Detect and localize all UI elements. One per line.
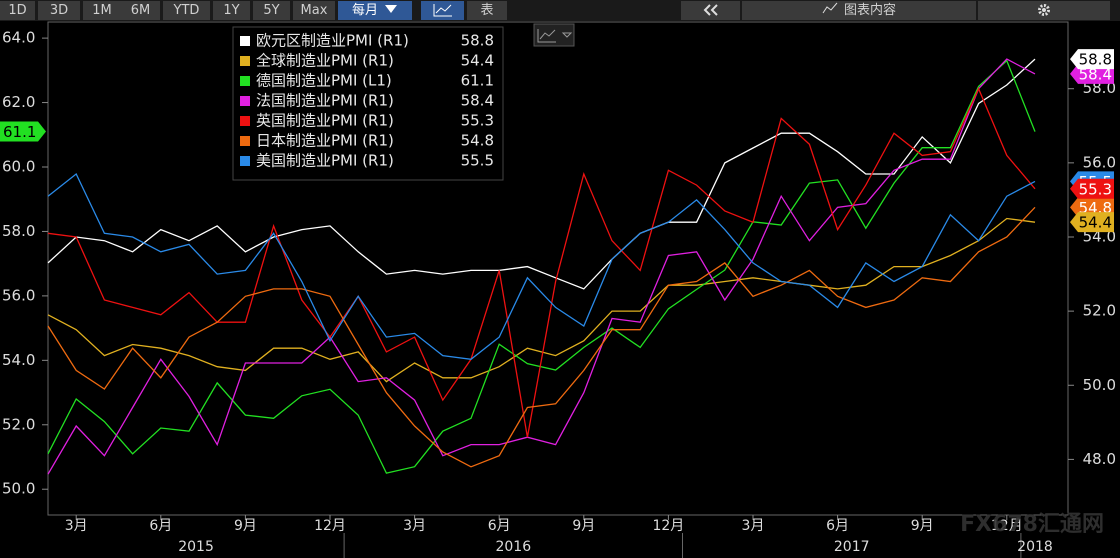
- collapse-button[interactable]: [681, 1, 740, 20]
- chart-content-button[interactable]: 图表内容: [742, 1, 976, 20]
- watermark: FX678汇通网: [960, 512, 1104, 537]
- y-tick-label: 56.0: [2, 286, 35, 304]
- x-tick-label: 12月: [652, 518, 684, 534]
- legend-swatch: [240, 36, 250, 46]
- chart-style-button[interactable]: [533, 23, 575, 47]
- x-tick-label: 3月: [742, 518, 765, 534]
- y2-tick-label: 50.0: [1083, 376, 1116, 394]
- y2-tick-label: 48.0: [1083, 450, 1116, 468]
- chart-type-button[interactable]: [421, 1, 464, 20]
- y2-tick-label: 56.0: [1083, 153, 1116, 171]
- legend-label: 全球制造业PMI (R1): [256, 52, 394, 70]
- range-button[interactable]: 1D: [0, 1, 35, 20]
- legend-label: 法国制造业PMI (R1): [256, 92, 394, 110]
- y-tick-label: 50.0: [2, 480, 35, 498]
- legend-swatch: [240, 136, 250, 146]
- range-button[interactable]: 1M: [83, 1, 121, 20]
- legend-label: 欧元区制造业PMI (R1): [256, 32, 409, 50]
- y-tick-label: 52.0: [2, 415, 35, 433]
- chart: 50.0 52.0 54.0 56.0 58.0 60.0 62.0 64.0 48.0 50.0…: [0, 21, 1116, 558]
- series-line: [47, 87, 1036, 438]
- frequency-label: 每月: [351, 3, 378, 18]
- year-label: 2018: [1017, 539, 1053, 555]
- legend-bg: [232, 26, 504, 181]
- value-tag: [0, 121, 46, 142]
- chart-icon: [433, 4, 452, 17]
- legend-swatch: [240, 56, 250, 66]
- range-button[interactable]: 6M: [121, 1, 160, 20]
- range-button[interactable]: Max: [293, 1, 335, 20]
- x-tick-label: 6月: [488, 518, 511, 534]
- frequency-button[interactable]: 每月: [338, 1, 412, 20]
- range-button[interactable]: 1Y: [213, 1, 250, 20]
- plot-area: [47, 21, 1069, 516]
- legend-value: 54.8: [461, 132, 494, 150]
- collapse-icon: [703, 4, 718, 16]
- toolbar: 1D 3D 1M 6M YTD 1Y 5Y Max 每月 表 图表内容: [0, 0, 1120, 21]
- legend: 欧元区制造业PMI (R1) 58.8 全球制造业PMI (R1) 54.4 德国制造业…: [232, 26, 504, 181]
- x-tick-label: 6月: [826, 518, 849, 534]
- legend-value: 58.4: [461, 92, 494, 110]
- range-button[interactable]: 3D: [38, 1, 80, 20]
- x-tick-label: 3月: [65, 518, 88, 534]
- x-tick-label: 9月: [911, 518, 934, 534]
- x-tick-label: 3月: [403, 518, 426, 534]
- value-label: 54.4: [1079, 214, 1112, 232]
- series-line: [47, 217, 1036, 383]
- value-label: 55.3: [1079, 180, 1112, 198]
- y-tick-label: 54.0: [2, 351, 35, 369]
- x-tick-label: 12月: [314, 518, 346, 534]
- value-label: 58.4: [1079, 65, 1112, 83]
- y-tick-label: 64.0: [2, 29, 35, 47]
- value-tag: [1070, 178, 1114, 199]
- year-label: 2015: [178, 539, 214, 555]
- series-line: [47, 58, 1036, 475]
- legend-swatch: [240, 156, 250, 166]
- legend-value: 61.1: [461, 72, 494, 90]
- y-tick-label: 58.0: [2, 222, 35, 240]
- x-tick-label: 9月: [234, 518, 257, 534]
- series-line: [47, 172, 1036, 360]
- series-line: [47, 59, 1036, 474]
- legend-label: 日本制造业PMI (R1): [256, 132, 394, 150]
- series-line: [47, 58, 1036, 290]
- x-tick-label: 12月: [991, 518, 1023, 534]
- value-tag: [1070, 212, 1114, 233]
- chart-style-icon: [537, 29, 573, 43]
- legend-swatch: [240, 116, 250, 126]
- legend-value: 55.3: [461, 112, 494, 130]
- range-button[interactable]: YTD: [163, 1, 210, 20]
- chart-style-bg: [533, 23, 575, 47]
- legend-label: 德国制造业PMI (L1): [256, 72, 392, 90]
- series-line: [47, 206, 1036, 468]
- legend-value: 58.8: [461, 32, 494, 50]
- gear-icon: [1038, 4, 1050, 16]
- value-label: 58.8: [1079, 51, 1112, 69]
- legend-label: 美国制造业PMI (R1): [256, 152, 394, 170]
- x-tick-label: 6月: [149, 518, 172, 534]
- y2-tick-label: 52.0: [1083, 302, 1116, 320]
- legend-swatch: [240, 76, 250, 86]
- content-icon: [822, 2, 838, 14]
- x-tick-label: 9月: [572, 518, 595, 534]
- y-tick-label: 62.0: [2, 93, 35, 111]
- year-label: 2016: [495, 539, 531, 555]
- range-button[interactable]: 5Y: [253, 1, 290, 20]
- year-label: 2017: [834, 539, 870, 555]
- dropdown-arrow: [385, 5, 397, 13]
- value-label: 61.1: [3, 123, 36, 141]
- y-tick-label: 60.0: [2, 158, 35, 176]
- content-label: 图表内容: [843, 3, 896, 18]
- legend-swatch: [240, 96, 250, 106]
- settings-button[interactable]: [978, 1, 1110, 20]
- legend-value: 55.5: [461, 152, 494, 170]
- legend-value: 54.4: [461, 52, 494, 70]
- legend-label: 英国制造业PMI (R1): [256, 112, 394, 130]
- value-tag: [1070, 49, 1114, 70]
- table-button[interactable]: 表: [467, 1, 507, 20]
